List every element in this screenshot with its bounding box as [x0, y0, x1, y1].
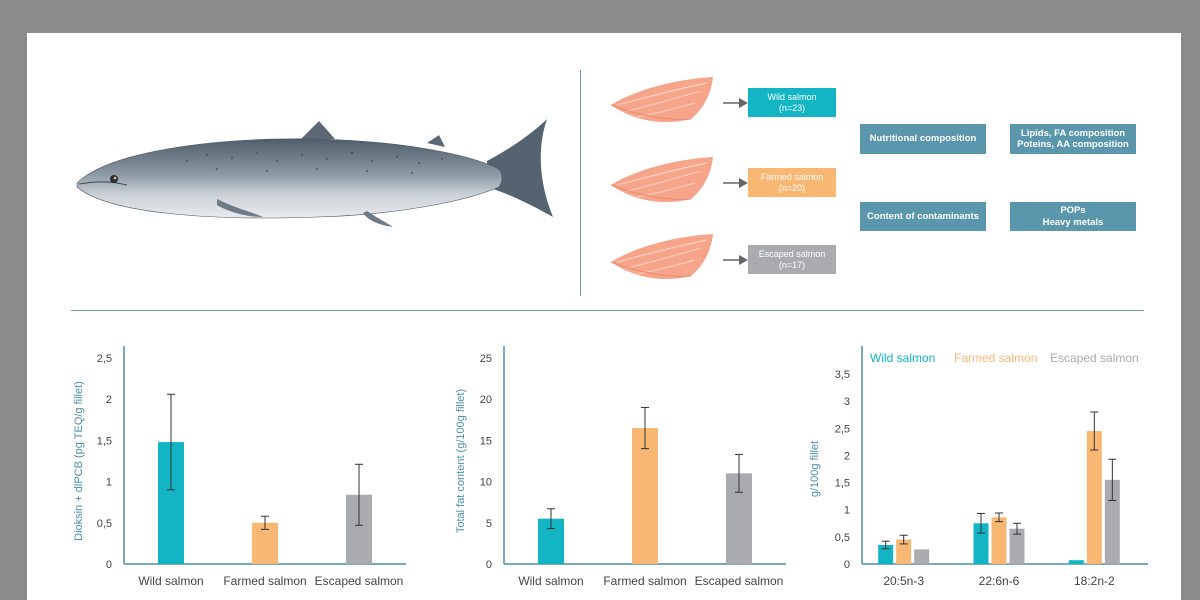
analysis-title: Content of contaminants: [867, 210, 979, 222]
y-tick-label: 1,5: [97, 435, 112, 447]
group-count: (n=20): [778, 182, 806, 193]
bar: [991, 517, 1007, 564]
y-tick-label: 15: [480, 435, 492, 447]
arrow-right-icon: [723, 178, 748, 188]
y-tick-label: 25: [480, 353, 492, 365]
x-tick-label: 18:2n-2: [1074, 574, 1115, 588]
y-tick-label: 1: [106, 477, 112, 489]
y-axis-label: g/100g fillet: [809, 441, 821, 497]
y-tick-label: 1: [844, 505, 850, 517]
y-tick-label: 0,5: [97, 518, 112, 530]
y-tick-label: 0: [486, 559, 492, 571]
vertical-divider: [580, 70, 581, 296]
y-tick-label: 1,5: [835, 478, 850, 490]
group-label: Wild salmon: [767, 91, 817, 102]
fish-eye-icon: [110, 175, 118, 183]
bar: [1068, 560, 1084, 564]
salmon-fillet-icon: [610, 157, 713, 203]
analysis-nutritional-detail-box: Lipids, FA composition Poteins, AA compo…: [1010, 124, 1136, 154]
dorsal-fin-icon: [299, 121, 335, 141]
group-label: Farmed salmon: [760, 171, 824, 182]
y-tick-label: 20: [480, 394, 492, 406]
bar: [914, 549, 930, 564]
chart-fat-content: 0 5 10 15 20 25 Total fat content (g/100g fill…: [455, 346, 786, 588]
y-tick-label: 10: [480, 477, 492, 489]
y-axis-label: Total fat content (g/100g fillet): [455, 389, 467, 533]
analysis-detail-line: Lipids, FA composition: [1020, 127, 1126, 139]
group-label: Escaped salmon: [758, 248, 826, 259]
y-tick-label: 2: [106, 394, 112, 406]
analysis-detail-line: Poteins, AA composition: [1017, 139, 1129, 150]
x-tick-label: Farmed salmon: [603, 574, 686, 588]
y-tick-label: 2,5: [97, 353, 112, 365]
y-tick-label: 3: [844, 396, 850, 408]
arrow-right-icon: [723, 98, 748, 108]
salmon-illustration: [76, 119, 553, 227]
analysis-contaminants-detail-box: POPs Heavy metals: [1010, 202, 1136, 231]
chart-dioxin: 0 0,5 1 1,5 2 2,5 Dioksin + dlPCB (pg TEQ/g fi…: [73, 346, 406, 588]
group-box-wild: Wild salmon (n=23): [748, 88, 836, 117]
figure-sheet: Wild salmon (n=23) Farmed salmon (n=20) Esca…: [27, 33, 1181, 600]
y-axis-label: Dioksin + dlPCB (pg TEQ/g fillet): [73, 381, 85, 541]
salmon-fillet-icon: [610, 234, 713, 280]
bar: [878, 545, 894, 564]
x-tick-label: Escaped salmon: [695, 574, 784, 588]
x-tick-label: Farmed salmon: [223, 574, 306, 588]
x-tick-label: Wild salmon: [138, 574, 203, 588]
legend-entry: Escaped salmon: [1050, 351, 1139, 365]
group-count: (n=23): [778, 102, 806, 113]
group-count: (n=17): [778, 259, 806, 270]
chart-fatty-acids: 0 0,5 1 1,5 2 2,5 3 3,5 g/100g fillet 20:5n-3 22:6…: [809, 346, 1148, 588]
horizontal-divider: [71, 310, 1144, 311]
group-box-escaped: Escaped salmon (n=17): [748, 245, 836, 274]
bar: [1086, 431, 1102, 564]
tail-fin-icon: [487, 119, 553, 217]
x-tick-label: 20:5n-3: [883, 574, 924, 588]
legend-entry: Farmed salmon: [954, 351, 1038, 365]
y-tick-label: 2,5: [835, 423, 850, 435]
x-tick-label: Escaped salmon: [315, 574, 404, 588]
bar: [896, 539, 912, 564]
group-box-farmed: Farmed salmon (n=20): [748, 168, 836, 197]
y-tick-label: 0: [844, 559, 850, 571]
salmon-body-icon: [76, 138, 503, 219]
y-tick-label: 0: [106, 559, 112, 571]
y-tick-label: 3,5: [835, 369, 850, 381]
y-tick-label: 2: [844, 450, 850, 462]
arrow-right-icon: [723, 255, 748, 265]
analysis-detail-line: Heavy metals: [1042, 216, 1104, 228]
x-tick-label: Wild salmon: [518, 574, 583, 588]
x-tick-label: 22:6n-6: [979, 574, 1020, 588]
y-tick-label: 0,5: [835, 532, 850, 544]
analysis-title: Nutritional composition: [869, 133, 977, 145]
legend-entry: Wild salmon: [870, 351, 936, 365]
salmon-fillet-icon: [610, 77, 713, 123]
y-tick-label: 5: [486, 518, 492, 530]
analysis-detail-line: POPs: [1060, 205, 1086, 216]
bar: [632, 428, 658, 564]
analysis-contaminants-box: Content of contaminants: [860, 202, 986, 231]
analysis-nutritional-box: Nutritional composition: [860, 124, 986, 154]
bar: [1009, 528, 1025, 564]
